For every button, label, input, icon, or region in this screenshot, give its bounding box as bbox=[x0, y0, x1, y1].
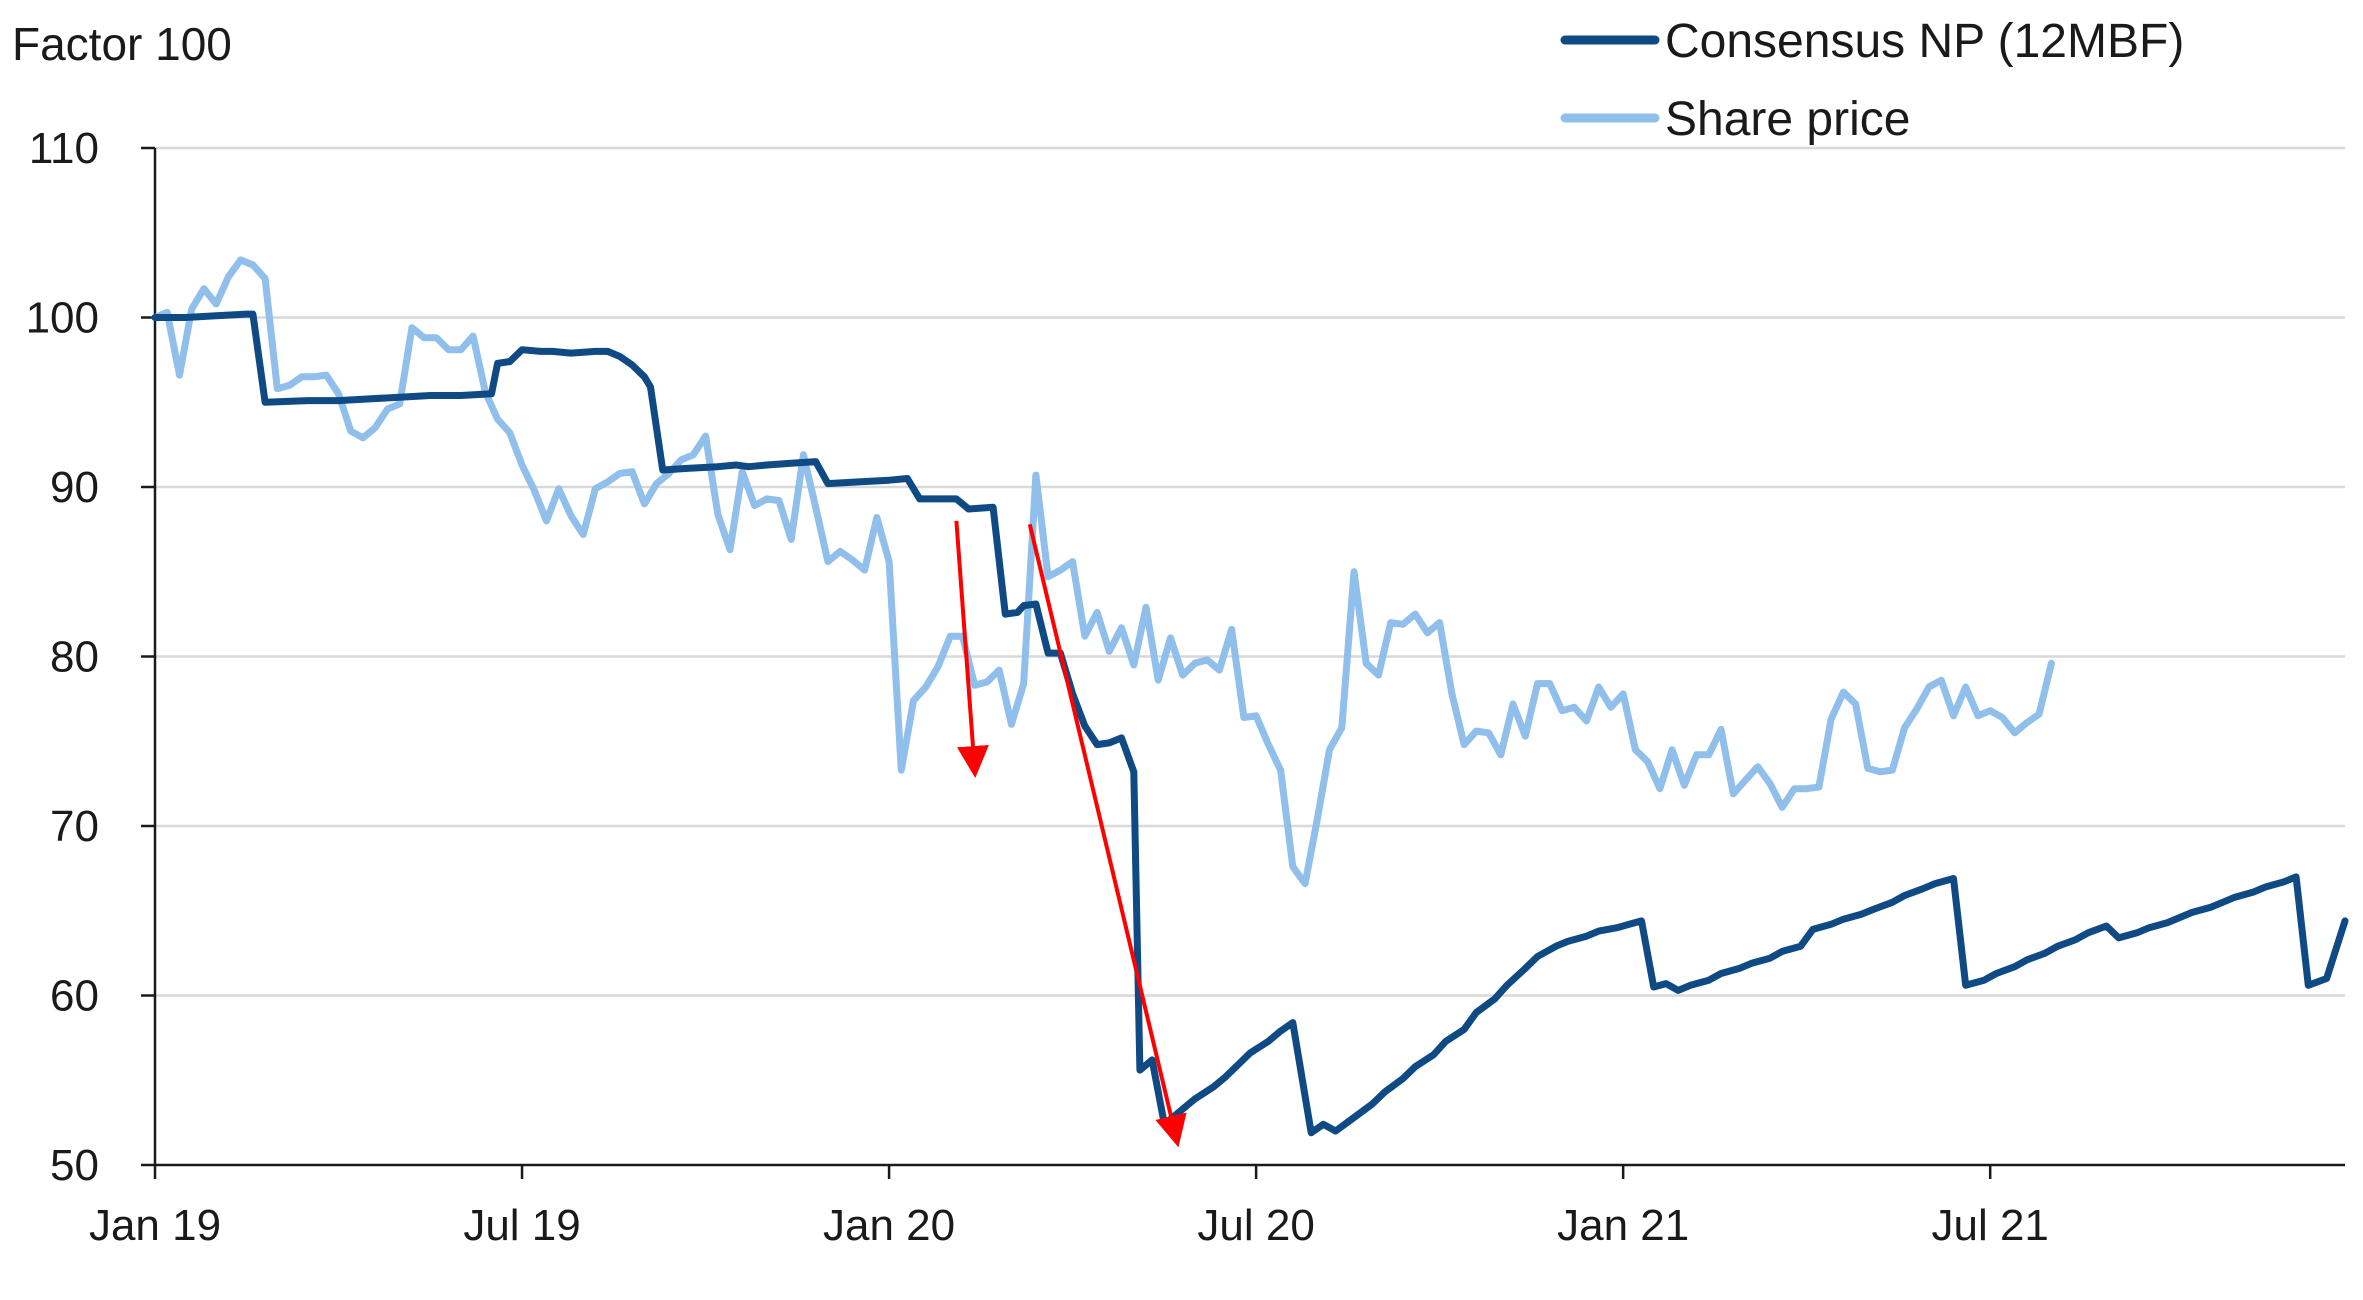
x-axis-ticks: Jan 19 Jul 19 Jan 20 Jul 20 Jan 21 Jul 21 bbox=[89, 1165, 2049, 1250]
x-tick-label-3: Jul 20 bbox=[1197, 1201, 1314, 1250]
series-layer bbox=[151, 256, 2349, 1137]
legend-label-0: Consensus NP (12MBF) bbox=[1665, 15, 2184, 68]
series-line-0 bbox=[151, 310, 2349, 1137]
x-tick-label-0: Jan 19 bbox=[89, 1201, 221, 1250]
y-tick-label-70: 70 bbox=[50, 802, 99, 851]
annotation-arrow-0 bbox=[954, 520, 989, 779]
y-tick-label-90: 90 bbox=[50, 463, 99, 512]
y-tick-label-100: 100 bbox=[26, 294, 99, 343]
y-tick-label-50: 50 bbox=[50, 1141, 99, 1190]
annotation-arrow-1 bbox=[1027, 523, 1187, 1148]
y-axis-unit-label: Factor 100 bbox=[12, 18, 232, 70]
grid bbox=[155, 146, 2345, 997]
annotation-layer bbox=[954, 520, 1187, 1148]
x-tick-label-5: Jul 21 bbox=[1931, 1201, 2048, 1250]
series-line-1 bbox=[151, 256, 2055, 888]
legend: Consensus NP (12MBF) Share price bbox=[1560, 15, 2184, 146]
y-tick-label-80: 80 bbox=[50, 633, 99, 682]
y-axis-ticks: 50 60 70 80 90 100 110 bbox=[26, 124, 155, 1190]
legend-label-1: Share price bbox=[1665, 93, 1910, 146]
x-tick-label-1: Jul 19 bbox=[463, 1201, 580, 1250]
x-tick-label-4: Jan 21 bbox=[1557, 1201, 1689, 1250]
y-tick-label-110: 110 bbox=[29, 124, 99, 173]
x-tick-label-2: Jan 20 bbox=[823, 1201, 955, 1250]
y-tick-label-60: 60 bbox=[50, 972, 99, 1021]
